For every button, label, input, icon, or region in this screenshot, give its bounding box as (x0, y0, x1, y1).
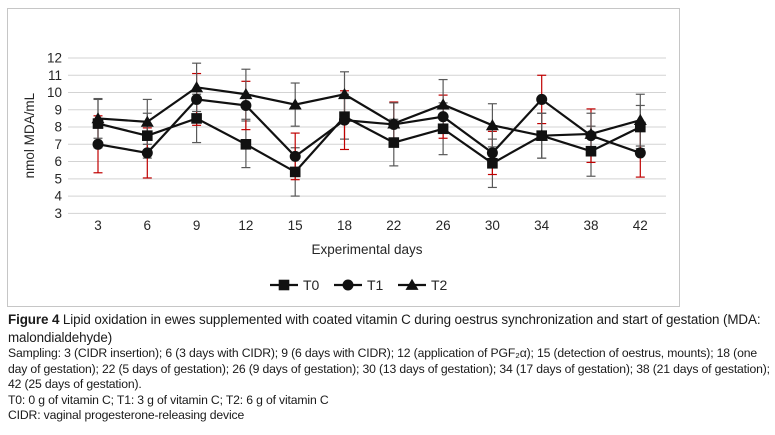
data-point-marker (288, 98, 302, 110)
data-point-marker (635, 121, 646, 133)
data-point-marker (239, 88, 253, 100)
data-point-marker (338, 88, 351, 100)
data-point-marker (535, 129, 549, 141)
data-point-marker (437, 123, 449, 135)
data-point-marker (140, 115, 154, 127)
x-axis: 3 6 9 12 15 18 22 26 30 34 38 42 (94, 218, 648, 233)
data-point-marker (191, 93, 203, 105)
legend-label: T2 (431, 277, 448, 293)
chart-legend: T0 T1 T2 (270, 277, 448, 293)
y-tick-label: 6 (54, 154, 62, 169)
data-point-marker (190, 81, 204, 93)
series-T2 (91, 81, 647, 141)
legend-marker-circle (342, 279, 354, 291)
data-point-marker (585, 145, 597, 157)
x-tick-label: 18 (337, 218, 352, 233)
data-point-marker (436, 98, 450, 110)
x-tick-label: 42 (633, 218, 648, 233)
figure-caption: Figure 4 Lipid oxidation in ewes supplem… (8, 311, 770, 346)
x-tick-label: 38 (583, 218, 598, 233)
data-point-marker (633, 113, 647, 126)
y-axis: 12 11 10 9 8 7 6 5 4 3 (47, 51, 63, 221)
series-T0 (92, 111, 646, 178)
x-axis-title: Experimental days (311, 242, 422, 257)
data-point-marker (91, 112, 105, 124)
y-tick-label: 8 (54, 120, 62, 135)
x-tick-label: 3 (94, 218, 102, 233)
figure-caption-label: Figure 4 (8, 312, 60, 327)
x-tick-label: 22 (386, 218, 401, 233)
chart-frame: 12 11 10 9 8 7 6 5 4 3 3 6 9 12 15 18 22 26 30 34 38 42 Experi… (7, 8, 680, 307)
data-point-marker (634, 147, 646, 159)
data-point-marker (339, 114, 350, 126)
data-point-marker (191, 113, 202, 124)
legend-marker-square (278, 279, 290, 291)
y-tick-label: 5 (54, 171, 62, 186)
series-line (97, 86, 641, 137)
data-point-marker (584, 127, 598, 139)
legend-label: T0 (303, 277, 320, 293)
legend-marker-triangle (405, 278, 419, 290)
figure-caption-block: Figure 4 Lipid oxidation in ewes supplem… (8, 311, 770, 424)
data-point-marker (289, 166, 301, 178)
x-tick-label: 26 (436, 218, 451, 233)
y-tick-label: 7 (54, 137, 62, 152)
data-point-marker (141, 147, 153, 159)
data-point-marker (536, 93, 548, 105)
data-point-marker (289, 150, 301, 162)
data-point-marker (486, 147, 498, 159)
sampling-note: Sampling: 3 (CIDR insertion); 6 (3 days … (8, 346, 770, 392)
y-tick-label: 10 (47, 85, 62, 100)
legend-label: T1 (367, 277, 384, 293)
data-point-marker (92, 138, 104, 150)
y-axis-title: nmol MDA/mL (22, 92, 37, 178)
data-point-marker (142, 130, 153, 141)
x-tick-label: 34 (534, 218, 550, 233)
data-point-marker (240, 139, 252, 150)
y-tick-label: 11 (48, 68, 62, 83)
data-point-marker (92, 118, 104, 129)
gridlines (68, 57, 666, 214)
data-point-marker (487, 157, 498, 169)
data-point-marker (387, 117, 401, 129)
y-tick-label: 3 (54, 206, 62, 221)
y-tick-label: 12 (47, 51, 62, 66)
y-tick-label: 4 (54, 189, 62, 204)
data-point-marker (437, 111, 449, 123)
chart-canvas: 12 11 10 9 8 7 6 5 4 3 3 6 9 12 15 18 22 26 30 34 38 42 Experi… (22, 51, 666, 293)
figure-caption-text: Lipid oxidation in ewes supplemented wit… (8, 312, 761, 345)
x-tick-label: 6 (144, 218, 152, 233)
x-tick-label: 12 (238, 218, 253, 233)
data-point-marker (388, 137, 400, 148)
x-tick-label: 15 (288, 218, 303, 233)
series-line (97, 115, 641, 174)
x-tick-label: 9 (193, 218, 201, 233)
data-point-marker (485, 119, 499, 131)
series-line (97, 97, 641, 158)
data-point-marker (240, 99, 252, 111)
x-tick-label: 30 (485, 218, 500, 233)
cidr-note: CIDR: vaginal progesterone-releasing dev… (8, 408, 245, 423)
y-tick-label: 9 (54, 102, 62, 117)
treatments-note: T0: 0 g of vitamin C; T1: 3 g of vitamin… (8, 392, 329, 407)
series-T1 (92, 93, 646, 162)
